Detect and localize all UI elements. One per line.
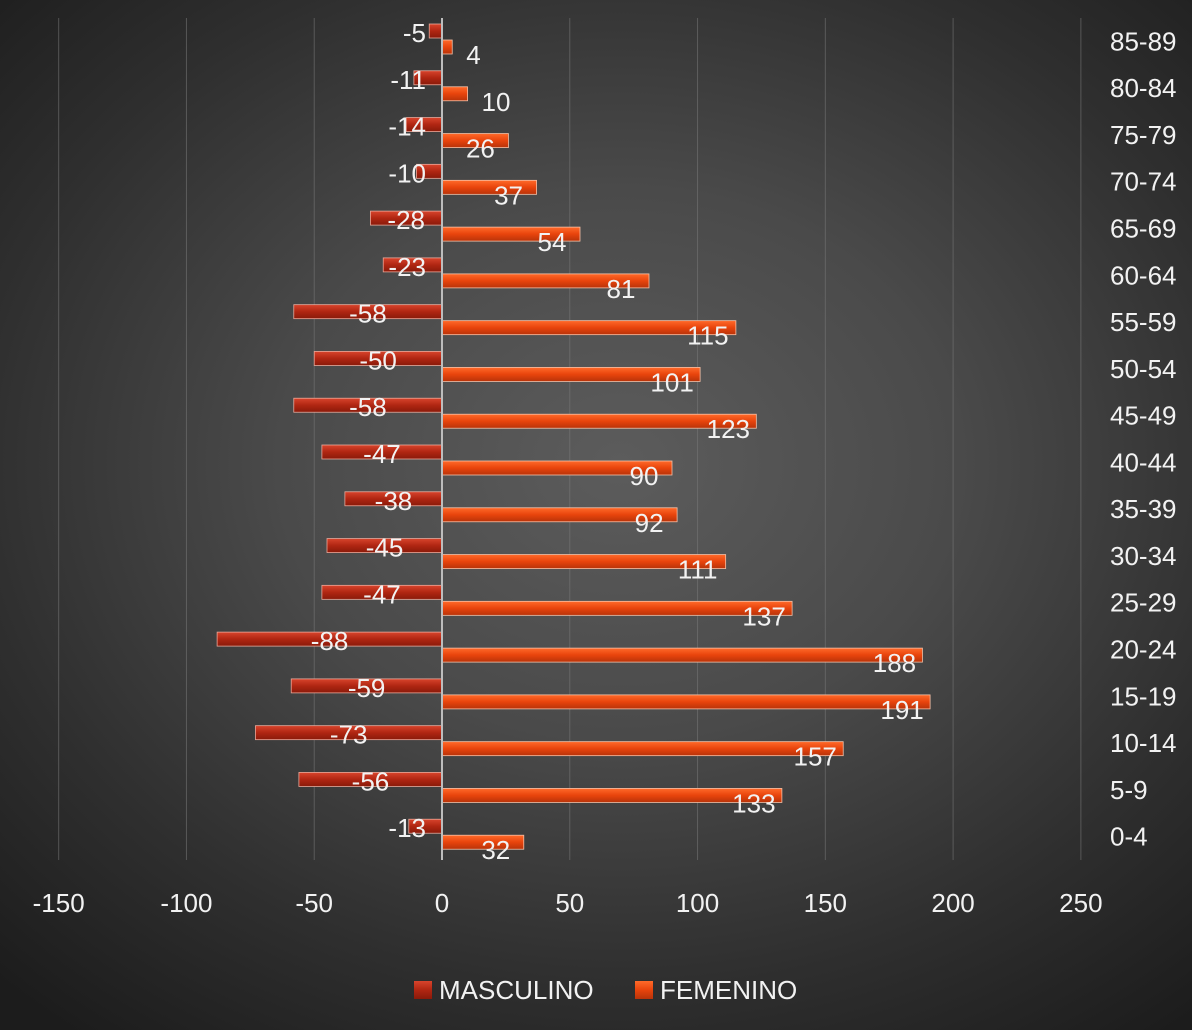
data-label-femenino: 188 xyxy=(873,648,916,678)
category-label: 0-4 xyxy=(1110,822,1148,852)
bar-femenino xyxy=(441,600,793,616)
data-label-femenino: 92 xyxy=(635,508,664,538)
category-label: 60-64 xyxy=(1110,260,1177,290)
x-tick-label: -100 xyxy=(160,888,212,918)
data-label-femenino: 4 xyxy=(466,40,480,70)
data-label-masculino: -73 xyxy=(330,720,368,750)
data-label-masculino: -58 xyxy=(349,392,387,422)
category-label: 75-79 xyxy=(1110,120,1177,150)
x-tick-label: 50 xyxy=(555,888,584,918)
category-label: 70-74 xyxy=(1110,167,1177,197)
data-label-masculino: -14 xyxy=(388,112,426,142)
bar-femenino xyxy=(441,741,844,757)
x-tick-label: 0 xyxy=(435,888,449,918)
data-label-masculino: -28 xyxy=(387,205,425,235)
data-label-masculino: -11 xyxy=(390,65,426,95)
category-label: 5-9 xyxy=(1110,775,1148,805)
data-label-femenino: 81 xyxy=(607,274,636,304)
bars xyxy=(216,23,931,850)
data-label-femenino: 115 xyxy=(687,321,728,351)
category-label: 50-54 xyxy=(1110,354,1177,384)
bar-femenino xyxy=(441,788,783,803)
data-label-masculino: -10 xyxy=(388,158,426,188)
x-tick-label: 200 xyxy=(931,888,974,918)
axes: -150 -100 -50 0 50 100 150 200 2500-45-910-1415-… xyxy=(33,18,1177,918)
bar-femenino xyxy=(441,86,468,102)
x-tick-label: 150 xyxy=(804,888,847,918)
data-label-masculino: -88 xyxy=(311,626,349,656)
category-label: 15-19 xyxy=(1110,681,1177,711)
data-label-masculino: -47 xyxy=(363,579,401,609)
data-label-femenino: 133 xyxy=(732,788,775,818)
data-label-femenino: 10 xyxy=(482,87,511,117)
data-label-femenino: 90 xyxy=(630,461,659,491)
x-tick-label: 100 xyxy=(676,888,719,918)
data-label-femenino: 37 xyxy=(494,180,523,210)
bar-femenino xyxy=(441,694,931,710)
data-label-femenino: 54 xyxy=(538,227,567,257)
legend-label-masculino: MASCULINO xyxy=(439,975,594,1005)
category-label: 40-44 xyxy=(1110,447,1177,477)
category-label: 35-39 xyxy=(1110,494,1177,524)
data-label-femenino: 157 xyxy=(794,742,837,772)
data-label-masculino: -50 xyxy=(359,345,397,375)
data-label-masculino: -13 xyxy=(388,813,426,843)
data-label-masculino: -47 xyxy=(363,439,401,469)
data-label-femenino: 191 xyxy=(880,695,923,725)
bar-femenino xyxy=(441,39,453,55)
data-label-masculino: -45 xyxy=(366,533,404,563)
data-label-femenino: 101 xyxy=(650,367,693,397)
category-label: 65-69 xyxy=(1110,214,1177,244)
x-tick-label: -150 xyxy=(33,888,85,918)
data-label-femenino: 111 xyxy=(678,555,718,585)
data-label-masculino: -58 xyxy=(349,299,387,329)
category-label: 10-14 xyxy=(1110,728,1177,758)
bar-femenino xyxy=(441,647,923,663)
data-label-masculino: -23 xyxy=(388,252,426,282)
data-label-masculino: -5 xyxy=(403,18,426,48)
category-label: 85-89 xyxy=(1110,26,1177,56)
category-label: 80-84 xyxy=(1110,73,1177,103)
data-label-femenino: 123 xyxy=(707,414,750,444)
data-label-femenino: 32 xyxy=(481,835,510,865)
category-label: 45-49 xyxy=(1110,401,1177,431)
gridlines xyxy=(58,18,1082,860)
data-label-femenino: 26 xyxy=(466,134,495,164)
x-tick-label: 250 xyxy=(1059,888,1102,918)
data-label-femenino: 137 xyxy=(742,601,785,631)
category-label: 20-24 xyxy=(1110,635,1177,665)
data-label-masculino: -56 xyxy=(352,766,390,796)
category-label: 30-34 xyxy=(1110,541,1177,571)
x-tick-label: -50 xyxy=(295,888,333,918)
legend-label-femenino: FEMENINO xyxy=(660,975,797,1005)
legend-swatch-masculino xyxy=(414,981,432,999)
data-labels: -13 32 -56 133 -73 157 -59 191 -88 188 -47 137 -45 11… xyxy=(311,18,924,865)
data-label-masculino: -59 xyxy=(348,673,386,703)
category-label: 25-29 xyxy=(1110,588,1177,618)
data-label-masculino: -38 xyxy=(375,486,413,516)
legend-swatch-femenino xyxy=(635,981,653,999)
category-label: 55-59 xyxy=(1110,307,1177,337)
legend: MASCULINO FEMENINO xyxy=(414,975,797,1005)
bar-masculino xyxy=(428,23,443,39)
